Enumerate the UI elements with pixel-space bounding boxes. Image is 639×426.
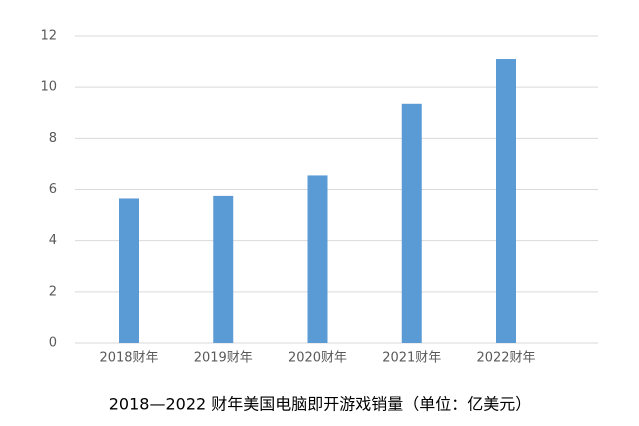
- y-tick-label: 2: [49, 284, 57, 299]
- y-tick-label: 0: [49, 336, 57, 351]
- x-tick-label: 2022财年: [476, 351, 535, 366]
- y-tick-label: 4: [49, 233, 57, 248]
- y-tick-label: 10: [40, 80, 57, 95]
- y-tick-label: 8: [49, 131, 57, 146]
- y-tick-label: 12: [40, 29, 57, 44]
- bar: [496, 59, 516, 344]
- bar: [119, 198, 139, 343]
- x-tick-label: 2018财年: [99, 351, 158, 366]
- x-tick-label: 2021财年: [382, 351, 441, 366]
- bar: [307, 175, 328, 343]
- x-tick-label: 2019财年: [194, 351, 253, 366]
- x-tick-label: 2020财年: [288, 351, 347, 366]
- chart-title: 2018—2022 财年美国电脑即开游戏销量（单位：亿美元）: [109, 395, 532, 414]
- y-tick-label: 6: [49, 182, 57, 197]
- bar: [401, 103, 422, 343]
- bar: [213, 195, 234, 343]
